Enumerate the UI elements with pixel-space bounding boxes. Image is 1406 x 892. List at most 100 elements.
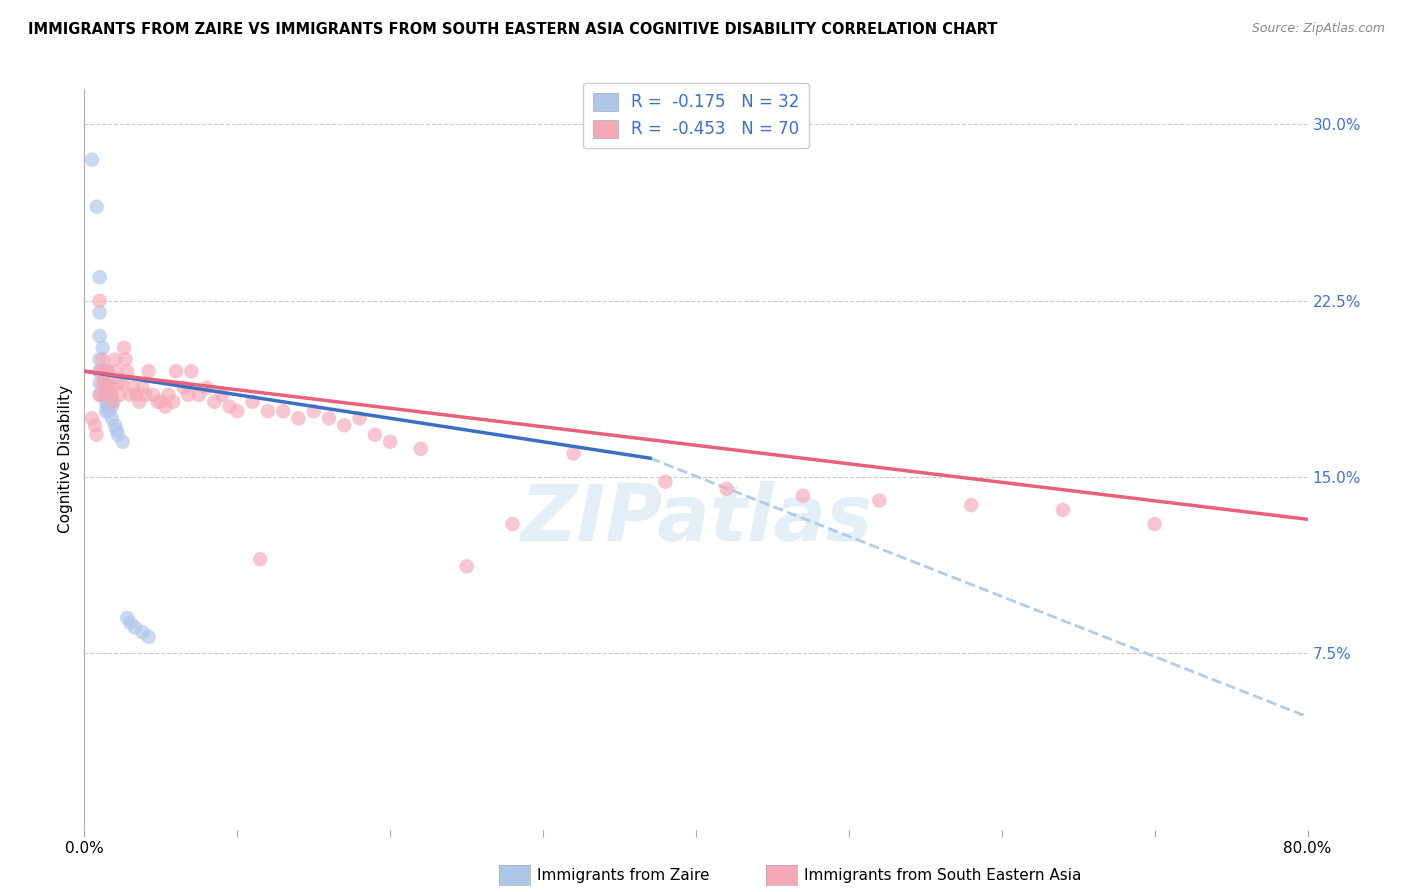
Point	[101, 411, 124, 425]
Point	[94, 376, 117, 390]
Point	[89, 364, 111, 378]
Point	[96, 388, 118, 402]
Point	[333, 418, 356, 433]
Point	[138, 364, 160, 378]
Point	[716, 482, 738, 496]
Point	[122, 381, 145, 395]
Point	[93, 388, 115, 402]
Text: IMMIGRANTS FROM ZAIRE VS IMMIGRANTS FROM SOUTH EASTERN ASIA COGNITIVE DISABILITY: IMMIGRANTS FROM ZAIRE VS IMMIGRANTS FROM…	[28, 22, 997, 37]
Point	[89, 388, 111, 402]
Point	[91, 364, 114, 378]
Point	[125, 388, 148, 402]
Point	[128, 394, 150, 409]
Point	[89, 376, 111, 390]
Point	[97, 376, 120, 390]
Point	[115, 364, 138, 378]
Point	[456, 559, 478, 574]
Point	[101, 388, 124, 402]
Point	[89, 364, 111, 378]
Point	[89, 293, 111, 308]
Point	[98, 394, 121, 409]
Point	[98, 381, 121, 395]
Point	[211, 388, 233, 402]
Point	[104, 352, 127, 367]
Point	[111, 434, 134, 449]
Point	[135, 388, 157, 402]
Point	[124, 620, 146, 634]
Point	[1143, 516, 1166, 531]
Point	[111, 376, 134, 390]
Point	[155, 400, 177, 414]
Point	[869, 493, 891, 508]
Point	[218, 400, 240, 414]
Point	[188, 388, 211, 402]
Point	[96, 400, 118, 414]
Point	[502, 516, 524, 531]
Point	[101, 400, 124, 414]
Text: Immigrants from South Eastern Asia: Immigrants from South Eastern Asia	[804, 869, 1081, 883]
Point	[654, 475, 676, 489]
Point	[157, 388, 180, 402]
Point	[302, 404, 325, 418]
Point	[149, 394, 172, 409]
Point	[114, 352, 136, 367]
Point	[960, 498, 983, 512]
Point	[349, 411, 371, 425]
Point	[142, 388, 165, 402]
Point	[97, 388, 120, 402]
Legend: R =  -0.175   N = 32, R =  -0.453   N = 70: R = -0.175 N = 32, R = -0.453 N = 70	[582, 83, 810, 148]
Point	[94, 394, 117, 409]
Point	[93, 376, 115, 390]
Point	[120, 615, 142, 630]
Point	[202, 394, 225, 409]
Point	[96, 364, 118, 378]
Point	[1052, 503, 1074, 517]
Point	[287, 411, 309, 425]
Point	[226, 404, 249, 418]
Point	[107, 376, 129, 390]
Point	[242, 394, 264, 409]
Point	[91, 341, 114, 355]
Point	[562, 446, 585, 460]
Point	[380, 434, 402, 449]
Y-axis label: Cognitive Disability: Cognitive Disability	[58, 385, 73, 533]
Point	[107, 427, 129, 442]
Text: Source: ZipAtlas.com: Source: ZipAtlas.com	[1251, 22, 1385, 36]
Point	[105, 423, 128, 437]
Point	[97, 404, 120, 418]
Point	[173, 381, 195, 395]
Point	[89, 329, 111, 343]
Point	[131, 381, 153, 395]
Point	[89, 270, 111, 285]
Point	[96, 364, 118, 378]
Text: Immigrants from Zaire: Immigrants from Zaire	[537, 869, 710, 883]
Point	[89, 352, 111, 367]
Point	[80, 153, 103, 167]
Point	[93, 388, 115, 402]
Point	[180, 364, 202, 378]
Point	[84, 418, 107, 433]
Point	[104, 418, 127, 433]
Point	[86, 200, 108, 214]
Point	[120, 388, 142, 402]
Point	[195, 381, 218, 395]
Point	[177, 388, 200, 402]
Point	[409, 442, 432, 456]
Point	[91, 376, 114, 390]
Point	[96, 381, 118, 395]
Point	[93, 364, 115, 378]
Point	[138, 630, 160, 644]
Point	[271, 404, 294, 418]
Text: ZIPatlas: ZIPatlas	[520, 481, 872, 557]
Point	[364, 427, 387, 442]
Point	[91, 352, 114, 367]
Point	[165, 364, 187, 378]
Point	[257, 404, 280, 418]
Point	[94, 404, 117, 418]
Point	[792, 489, 814, 503]
Point	[112, 341, 135, 355]
Point	[162, 394, 184, 409]
Point	[131, 625, 153, 640]
Point	[89, 388, 111, 402]
Point	[146, 394, 169, 409]
